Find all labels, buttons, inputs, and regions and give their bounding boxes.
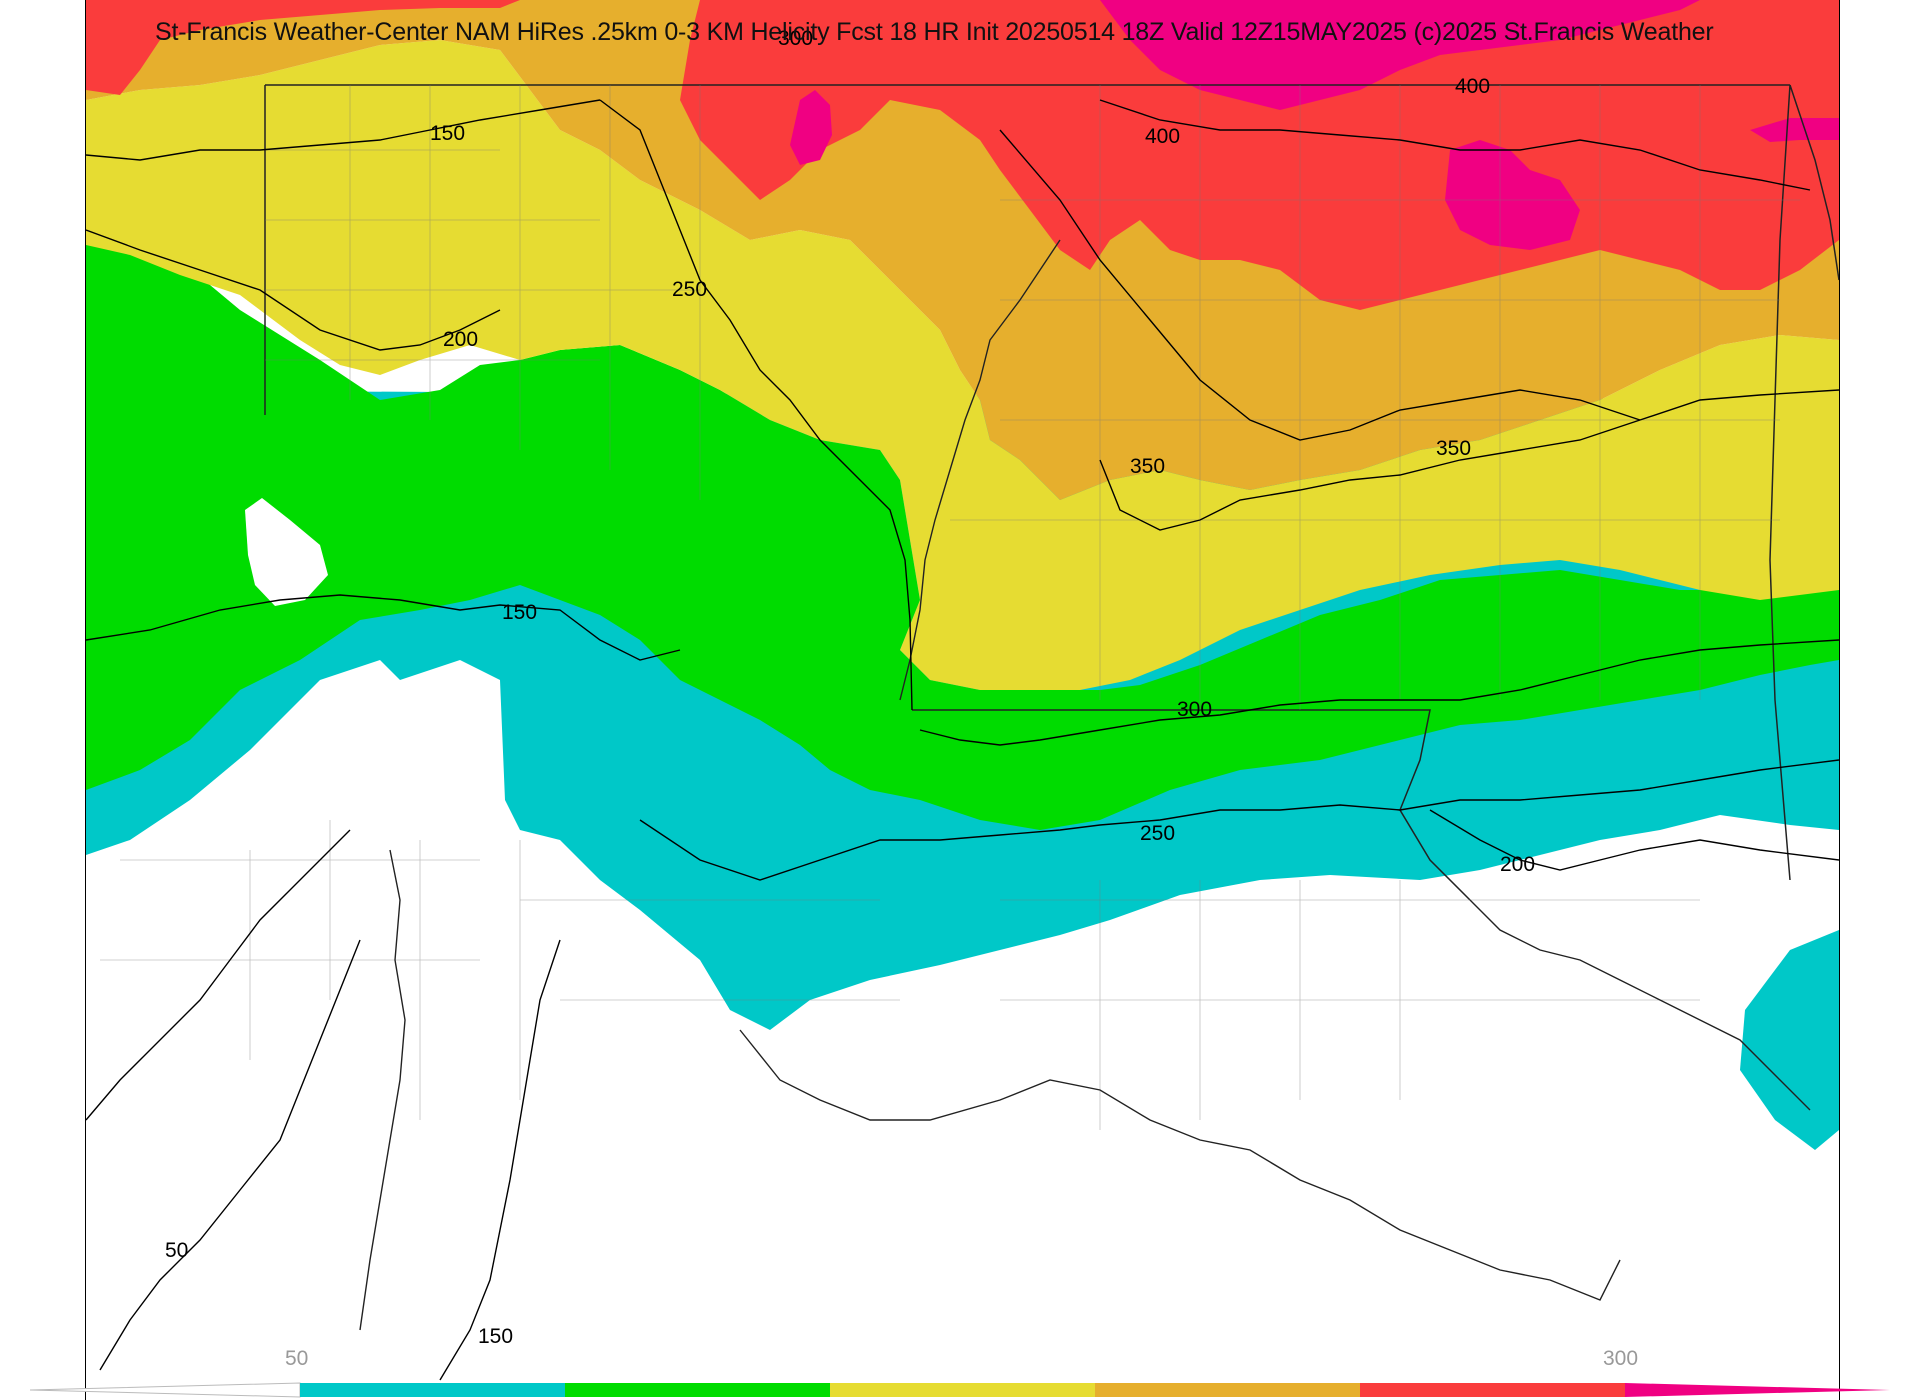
map-title: St-Francis Weather-Center NAM HiRes .25k… [155, 18, 1714, 46]
contour-label: 150 [478, 1325, 513, 1348]
band-250-300 [86, 0, 520, 95]
band-150-200-pocket [1102, 552, 1172, 612]
contour-label: 250 [1140, 822, 1175, 845]
contour-label: 350 [1130, 455, 1165, 478]
contour-label: 250 [672, 278, 707, 301]
helicity-contours [86, 99, 1839, 1381]
legend-swatch-100 [565, 1383, 830, 1397]
contour-label: 50 [165, 1239, 188, 1262]
band-300-plus [1100, 0, 1700, 110]
contour-label: 300 [1177, 698, 1212, 721]
contour-label: 400 [1455, 75, 1490, 98]
contour-label: 350 [1436, 437, 1471, 460]
legend-tick-label: 300 [1603, 1347, 1639, 1370]
band-150-200 [86, 40, 1839, 690]
band-300-plus-east [1750, 118, 1839, 142]
contour-label: 400 [1145, 125, 1180, 148]
color-legend-bar [30, 1382, 1890, 1398]
contour-label: 200 [443, 328, 478, 351]
band-below-50-hole [245, 498, 328, 606]
contour-labels: 300 400 150 400 250 200 350 350 150 300 … [165, 27, 1535, 1348]
band-300-plus-west [790, 90, 832, 165]
map-frame [85, 0, 1840, 1400]
legend-swatch-below [30, 1382, 301, 1398]
contour-label: 150 [502, 601, 537, 624]
legend-swatch-150 [830, 1383, 1095, 1397]
contour-label: 300 [778, 27, 813, 50]
band-100-150 [86, 230, 1839, 830]
coastline-rivers [359, 239, 1811, 1331]
legend-swatch-300 [1625, 1383, 1890, 1397]
band-300-plus-core [1445, 140, 1580, 250]
contour-label: 200 [1500, 853, 1535, 876]
legend-swatch-50 [300, 1383, 565, 1397]
legend-tick-label: 50 [285, 1347, 309, 1370]
contour-label: 150 [430, 122, 465, 145]
legend-swatch-200 [1095, 1383, 1360, 1397]
legend-swatch-250 [1360, 1383, 1625, 1397]
band-50-100-east [1740, 930, 1839, 1150]
state-borders [264, 84, 1839, 901]
county-lines [100, 85, 1800, 1130]
